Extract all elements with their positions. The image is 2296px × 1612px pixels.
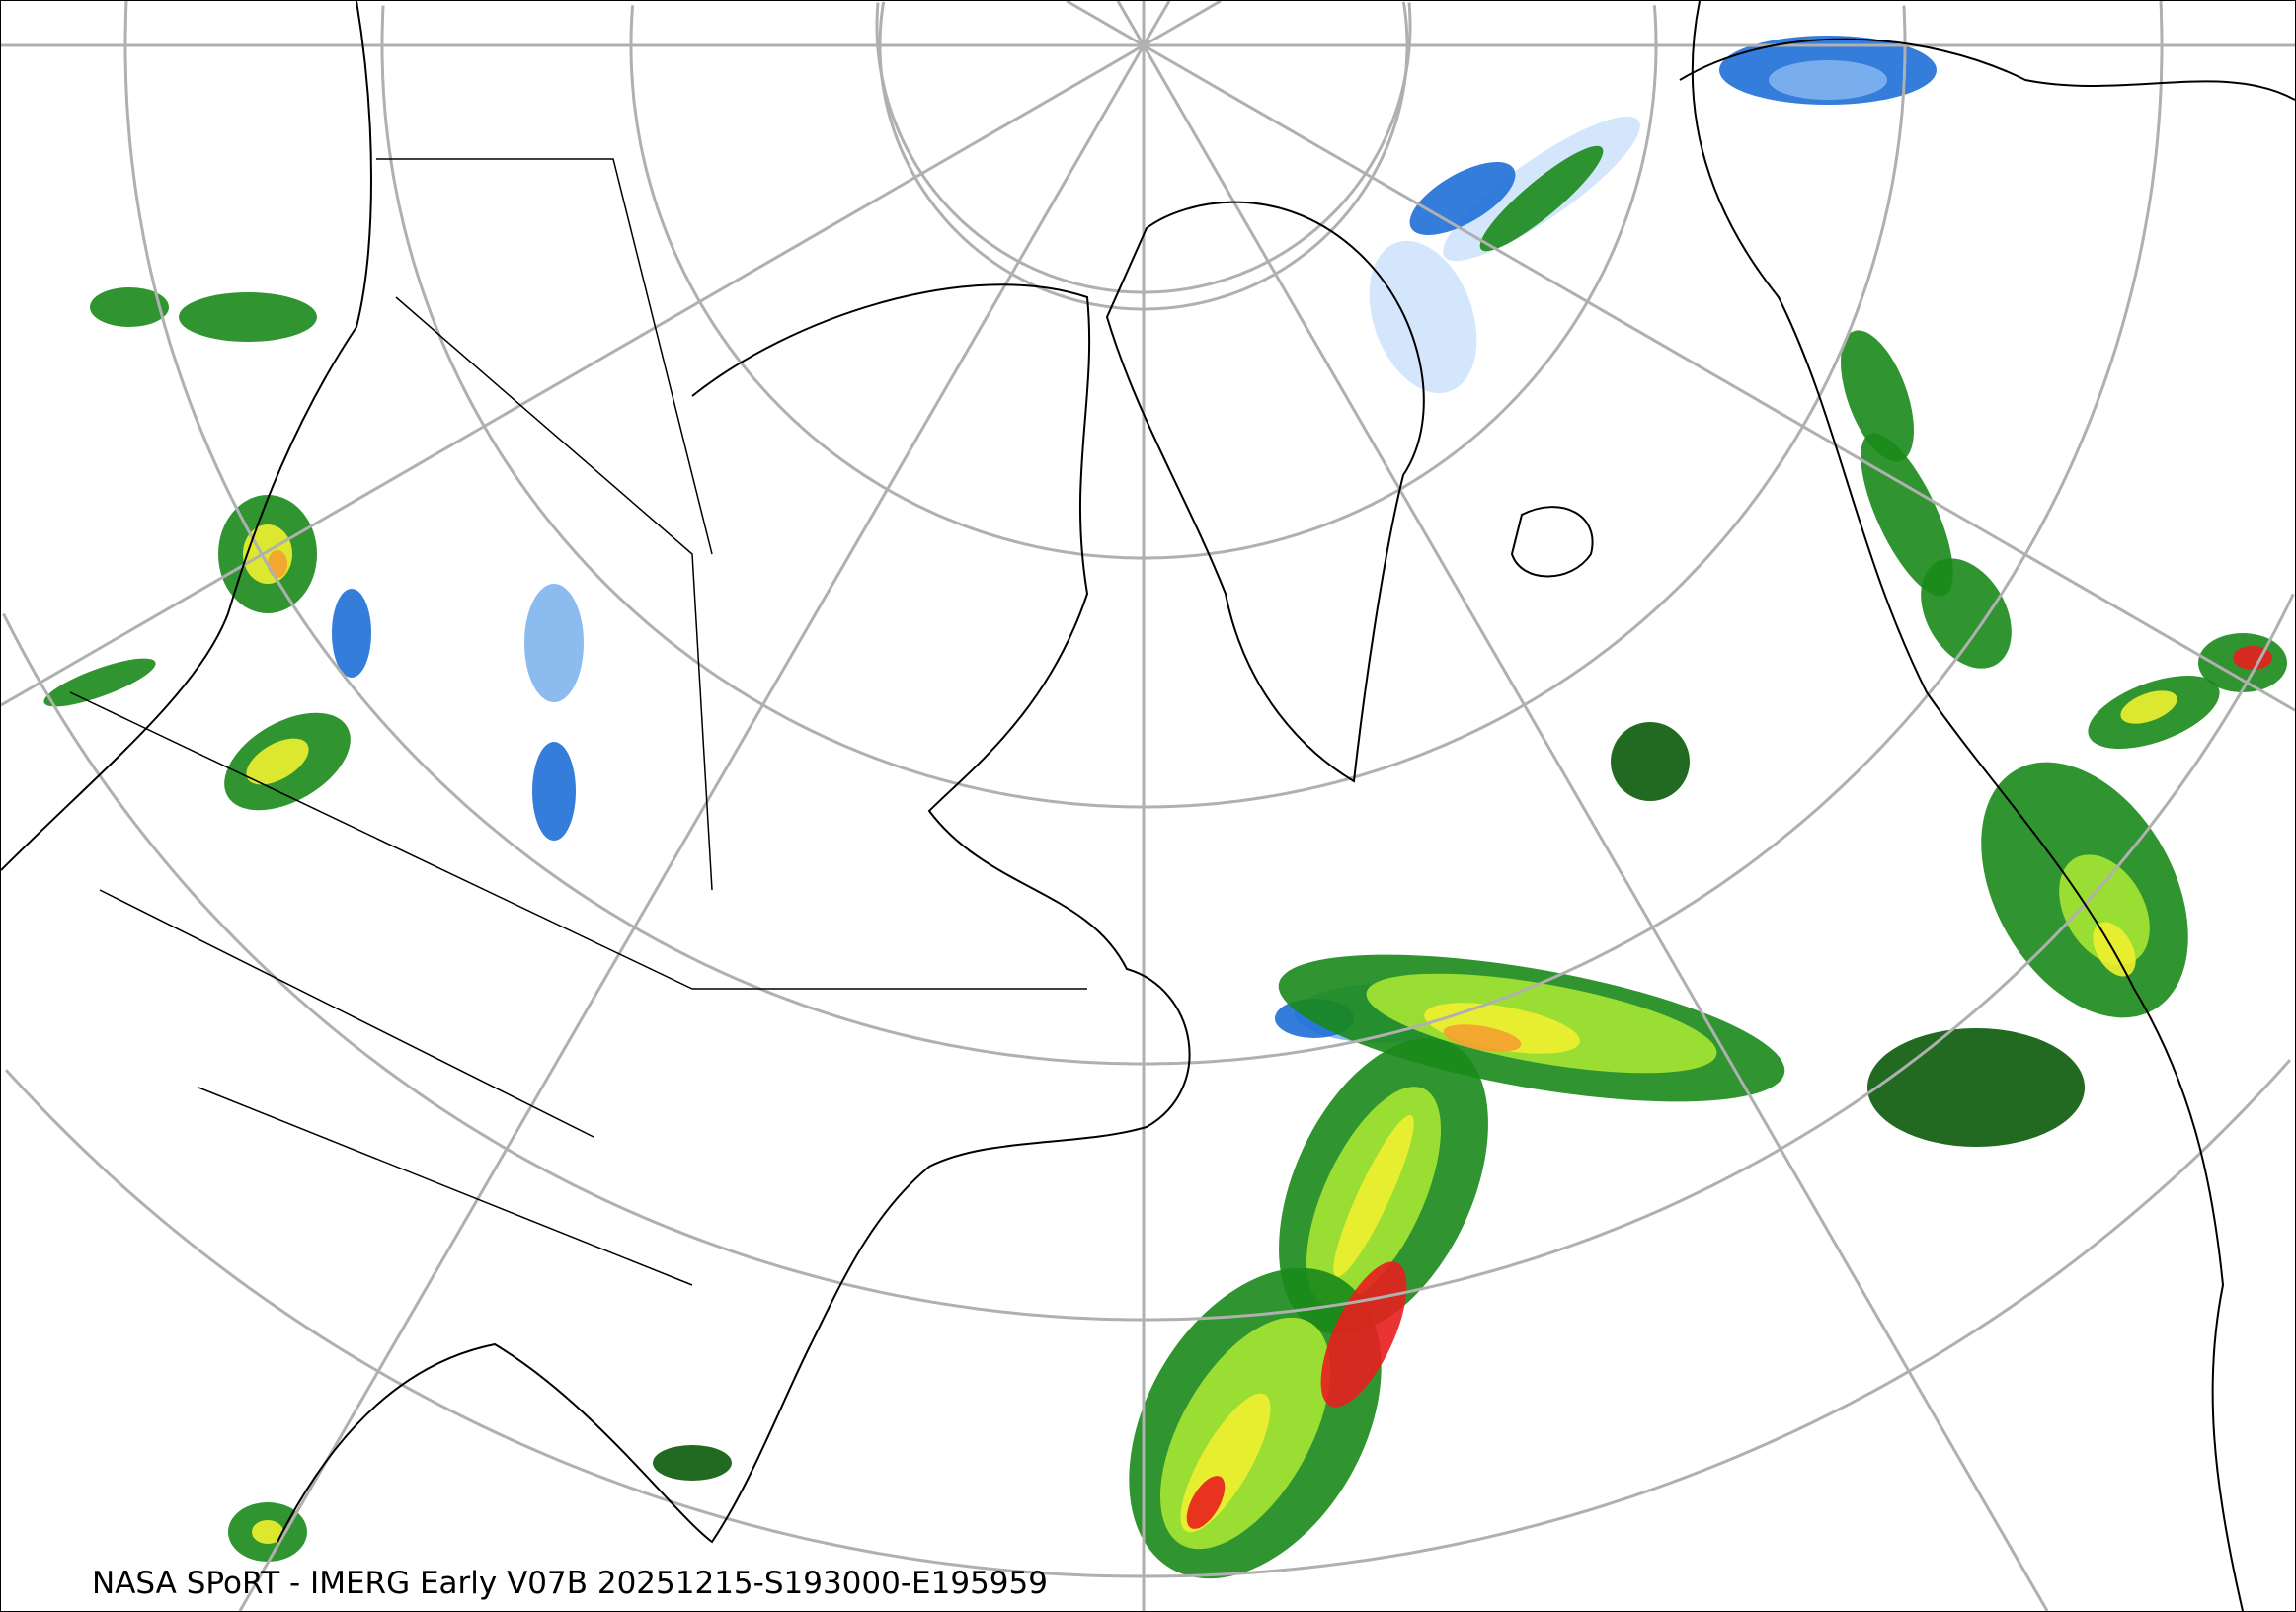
precipitation-area (532, 742, 576, 841)
precipitation-area (43, 658, 156, 707)
precipitation-area (2093, 922, 2136, 977)
precipitation-area (1443, 1024, 1522, 1052)
meridian-line (1116, 1, 1146, 46)
meridian-line (1143, 43, 2295, 712)
precipitation-area (1409, 162, 1516, 235)
precipitation-area (90, 287, 169, 327)
meridian-line (238, 44, 1146, 1611)
coastline (1691, 1, 2244, 1611)
latitude-line (878, 1, 1409, 311)
meridian-line (1142, 44, 2049, 1611)
precipitation-area (1867, 1028, 2085, 1147)
boundary-line (198, 1087, 693, 1286)
precipitation-area (268, 550, 287, 578)
meridian-line (1, 43, 1145, 707)
precipitation-area (2120, 690, 2177, 724)
latitude-line (2, 593, 2295, 1322)
map-caption: NASA SPoRT - IMERG Early V07B 20251215-S… (92, 1566, 1048, 1601)
precipitation-area (653, 1445, 732, 1481)
precipitation-area (332, 589, 371, 678)
boundary-line (99, 889, 594, 1138)
precipitation-area (1611, 722, 1690, 801)
boundary-line (376, 158, 713, 555)
precipitation-area (1769, 60, 1887, 100)
boundary-line (395, 296, 713, 891)
precipitation-area (1921, 558, 2012, 669)
meridian-line (1066, 1, 1145, 47)
precipitation-area (246, 738, 309, 785)
precipitation-area (1186, 1476, 1226, 1529)
precipitation-area (1369, 240, 1477, 394)
precipitation-area (1320, 1261, 1407, 1408)
latitude-line (4, 1059, 2292, 1578)
latitude-line (380, 5, 1907, 809)
coastline (1510, 506, 1594, 578)
precipitation-area (179, 292, 317, 342)
coastline (1679, 38, 2295, 101)
precipitation-area (1479, 145, 1604, 252)
precipitation-area (252, 1520, 283, 1544)
coastline (1105, 201, 1425, 783)
latitude-line (629, 5, 1658, 560)
coastline (1, 1, 1191, 1544)
boundary-line (69, 691, 1087, 990)
meridian-line (1142, 1, 1171, 46)
latitude-line (123, 1, 2164, 1066)
precipitation-area (1841, 330, 1914, 462)
latitude-line (875, 2, 1412, 294)
precipitation-area (524, 584, 584, 702)
meridian-line (1143, 1, 1222, 47)
precipitation-area (1333, 1115, 1414, 1277)
